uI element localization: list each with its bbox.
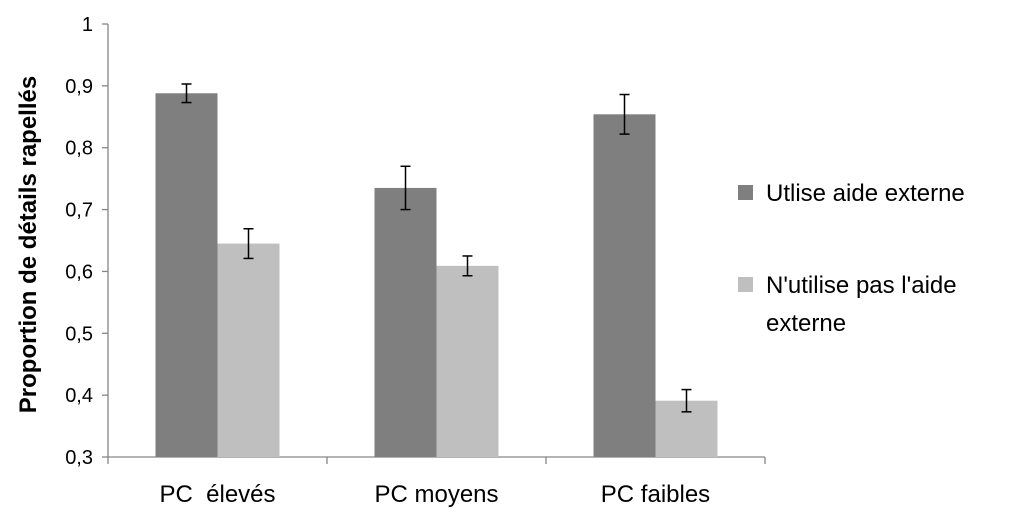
y-tick-label: 0,6 — [65, 261, 93, 283]
legend-label-n-utilise-pas: N'utilise pas l'aide externe — [766, 272, 957, 337]
bar-n-utilise-pas-0 — [217, 243, 280, 457]
bar-utilise-2 — [593, 114, 656, 457]
y-tick-label: 0,4 — [65, 385, 93, 407]
legend-swatch-utilise — [738, 185, 753, 200]
y-tick-label: 0,5 — [65, 323, 93, 345]
y-tick-label: 0,8 — [65, 138, 93, 160]
legend-swatch-n-utilise-pas — [738, 277, 753, 292]
bar-utilise-0 — [155, 93, 218, 457]
x-category-label: PC moyens — [374, 481, 498, 508]
x-category-label: PC élevés — [159, 481, 275, 508]
bar-utilise-1 — [374, 187, 437, 457]
y-axis-title: Proportion de détails rapellés — [15, 76, 42, 413]
legend-label-utilise: Utlise aide externe — [766, 180, 965, 207]
bar-n-utilise-pas-1 — [436, 265, 499, 457]
y-tick-label: 1 — [82, 14, 93, 36]
y-tick-label: 0,7 — [65, 200, 93, 222]
x-category-label: PC faibles — [601, 481, 710, 508]
y-tick-label: 0,9 — [65, 76, 93, 98]
y-tick-label: 0,3 — [65, 447, 93, 469]
